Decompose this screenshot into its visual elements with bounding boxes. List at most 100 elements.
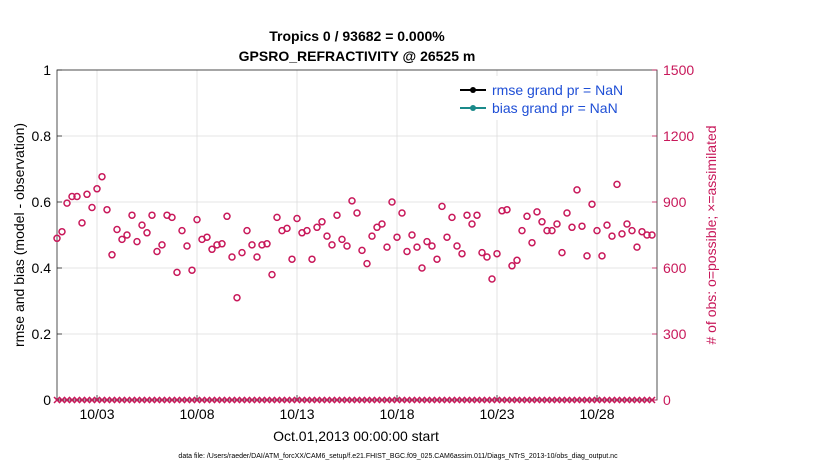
possible-point — [78, 219, 86, 227]
possible-point — [283, 224, 291, 233]
possible-point — [383, 243, 391, 251]
possible-point — [83, 190, 91, 199]
possible-point — [63, 199, 71, 207]
possible-point — [428, 242, 436, 250]
possible-point — [533, 208, 541, 216]
footer-data-file: data file: /Users/raeder/DAI/ATM_forcXX/… — [178, 453, 618, 460]
possible-point — [273, 213, 281, 222]
possible-point — [138, 221, 146, 229]
possible-point — [328, 241, 336, 249]
possible-point — [148, 211, 156, 219]
possible-point — [413, 243, 421, 251]
possible-point — [88, 203, 96, 212]
possible-point — [173, 268, 181, 277]
y-left-axis-ticks: 0 0.2 0.4 0.6 0.8 1 — [32, 62, 62, 408]
x-tick-label: 10/08 — [179, 406, 214, 422]
possible-point — [498, 207, 506, 215]
possible-point — [598, 252, 606, 260]
legend-bias-label: bias grand pr = NaN — [492, 100, 618, 116]
y-left-tick-label: 0.4 — [32, 260, 52, 276]
possible-point — [353, 209, 361, 217]
x-tick-label: 10/13 — [279, 406, 314, 422]
possible-point — [623, 220, 631, 228]
y-right-tick-label: 900 — [663, 194, 687, 210]
y-left-tick-label: 0.2 — [32, 326, 52, 342]
legend-bias-marker — [470, 105, 476, 111]
possible-point — [53, 234, 61, 243]
y-right-tick-label: 300 — [663, 326, 687, 342]
possible-point — [603, 221, 611, 229]
possible-point — [433, 255, 441, 263]
y-right-tick-label: 1500 — [663, 62, 694, 78]
possible-point — [238, 248, 246, 257]
possible-point — [558, 248, 566, 257]
possible-point — [333, 211, 341, 219]
possible-point — [443, 233, 451, 241]
possible-point — [478, 248, 486, 257]
possible-point — [368, 232, 376, 240]
possible-point — [248, 241, 256, 249]
possible-point — [158, 241, 166, 249]
possible-point — [348, 197, 356, 205]
possible-point — [263, 240, 271, 248]
possible-point — [573, 186, 581, 194]
possible-point — [93, 185, 101, 193]
possible-point — [503, 205, 511, 214]
possible-point — [58, 227, 66, 236]
assimilated-series — [53, 396, 656, 404]
possible-point — [113, 225, 121, 234]
possible-point — [123, 231, 131, 239]
possible-point — [643, 231, 651, 239]
possible-point — [453, 242, 461, 250]
possible-point — [638, 227, 646, 236]
possible-point — [343, 242, 351, 250]
y-left-axis-label: rmse and bias (model - observation) — [11, 123, 27, 347]
y-right-tick-label: 0 — [663, 392, 671, 408]
possible-point — [633, 243, 641, 251]
possible-point — [563, 209, 571, 217]
possible-point — [118, 235, 126, 244]
possible-point — [358, 246, 366, 255]
possible-point — [463, 211, 471, 219]
possible-point — [178, 226, 186, 235]
possible-point — [528, 238, 536, 247]
possible-point — [323, 232, 331, 240]
possible-point — [313, 223, 321, 232]
assimilated-point-stroke — [648, 396, 656, 404]
possible-point — [578, 222, 586, 230]
possible-point — [363, 259, 371, 268]
possible-point — [513, 256, 521, 265]
x-grid — [96, 70, 598, 400]
possible-series — [53, 172, 656, 302]
legend-box — [444, 76, 652, 120]
possible-point — [553, 220, 561, 228]
possible-point — [268, 270, 276, 279]
possible-point — [73, 192, 81, 201]
possible-point — [418, 264, 426, 272]
possible-point — [483, 253, 491, 261]
possible-point — [233, 293, 241, 302]
possible-point — [183, 242, 191, 250]
possible-point — [583, 252, 591, 260]
possible-point — [438, 202, 446, 211]
possible-point — [608, 232, 616, 240]
possible-point — [143, 229, 151, 237]
assimilated-point — [648, 396, 656, 404]
possible-point — [393, 233, 401, 241]
possible-point — [493, 249, 501, 258]
possible-point — [133, 237, 141, 246]
possible-point — [103, 205, 111, 214]
x-axis-ticks: 10/03 10/08 10/13 10/18 10/23 10/28 — [79, 395, 615, 422]
possible-point — [613, 180, 621, 189]
x-tick-label: 10/18 — [379, 406, 414, 422]
possible-point — [98, 172, 106, 181]
possible-point — [188, 266, 196, 274]
possible-point — [378, 220, 386, 228]
y-right-axis-ticks: 0 300 600 900 1200 1500 — [652, 62, 694, 408]
possible-point — [588, 200, 596, 208]
possible-point — [448, 213, 456, 222]
possible-point — [228, 253, 236, 261]
possible-point — [628, 226, 636, 235]
possible-point — [68, 192, 76, 201]
